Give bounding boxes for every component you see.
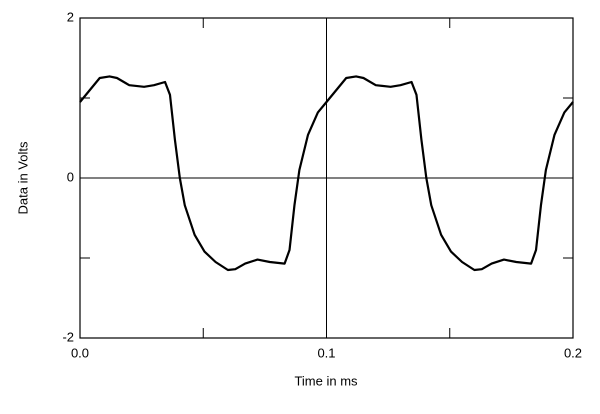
y-tick-label: 2: [67, 9, 74, 24]
y-tick-label: 0: [67, 169, 74, 184]
x-tick-label: 0.1: [317, 345, 335, 360]
plot-frame: [79, 17, 574, 339]
x-tick-label: 0.0: [71, 345, 89, 360]
x-axis-label: Time in ms: [294, 373, 358, 388]
data-line: [79, 75, 574, 272]
y-axis-label: Data in Volts: [15, 141, 30, 214]
y-tick-label: -2: [62, 329, 74, 344]
x-tick-label: 0.2: [564, 345, 582, 360]
